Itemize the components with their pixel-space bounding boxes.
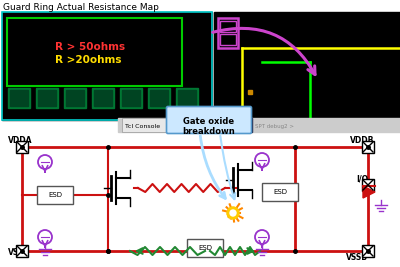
Text: Guard Ring Actual Resistance Map: Guard Ring Actual Resistance Map bbox=[3, 3, 159, 12]
Bar bbox=[362, 179, 374, 191]
Bar bbox=[178, 90, 196, 106]
Text: VSSA: VSSA bbox=[8, 248, 30, 257]
Bar bbox=[192, 118, 252, 132]
Text: VSSB: VSSB bbox=[346, 253, 368, 262]
Bar bbox=[214, 12, 400, 130]
Polygon shape bbox=[363, 186, 375, 198]
FancyBboxPatch shape bbox=[166, 107, 252, 134]
Text: VDDB: VDDB bbox=[350, 136, 374, 145]
Bar bbox=[36, 88, 58, 108]
FancyArrowPatch shape bbox=[213, 28, 315, 74]
Bar bbox=[150, 90, 168, 106]
Bar bbox=[92, 88, 114, 108]
Bar bbox=[2, 12, 212, 120]
Bar bbox=[120, 88, 142, 108]
Bar bbox=[262, 183, 298, 201]
Bar bbox=[38, 90, 56, 106]
Bar bbox=[220, 34, 236, 45]
Text: I/O: I/O bbox=[356, 175, 368, 184]
Bar bbox=[362, 245, 374, 257]
Bar bbox=[16, 245, 28, 257]
Circle shape bbox=[230, 210, 236, 216]
Bar bbox=[7, 18, 182, 86]
Bar bbox=[362, 141, 374, 153]
Bar bbox=[122, 90, 140, 106]
Text: SPT debug2 >: SPT debug2 > bbox=[255, 124, 294, 129]
Bar bbox=[16, 141, 28, 153]
Bar bbox=[66, 90, 84, 106]
Text: ESD: ESD bbox=[48, 192, 62, 198]
Text: Gate oxide
breakdown: Gate oxide breakdown bbox=[183, 117, 235, 136]
Bar bbox=[122, 118, 180, 132]
Bar bbox=[148, 88, 170, 108]
Bar bbox=[64, 88, 86, 108]
Bar bbox=[187, 239, 223, 257]
Text: R > 50ohms: R > 50ohms bbox=[55, 42, 125, 52]
Text: R >20ohms: R >20ohms bbox=[55, 55, 122, 65]
Bar bbox=[2, 12, 212, 120]
Bar bbox=[218, 18, 238, 48]
Bar bbox=[220, 21, 236, 32]
Text: ESD: ESD bbox=[273, 189, 287, 195]
Bar bbox=[0, 130, 400, 267]
Text: Tcl Console: Tcl Console bbox=[125, 124, 160, 129]
Bar bbox=[182, 118, 185, 132]
Circle shape bbox=[227, 207, 239, 219]
Bar bbox=[8, 88, 30, 108]
Text: ESD: ESD bbox=[198, 245, 212, 251]
Bar bbox=[10, 90, 28, 106]
Bar bbox=[37, 186, 73, 204]
Bar bbox=[176, 88, 198, 108]
Bar bbox=[94, 90, 112, 106]
Text: VDDA: VDDA bbox=[8, 136, 32, 145]
Bar bbox=[118, 118, 400, 132]
